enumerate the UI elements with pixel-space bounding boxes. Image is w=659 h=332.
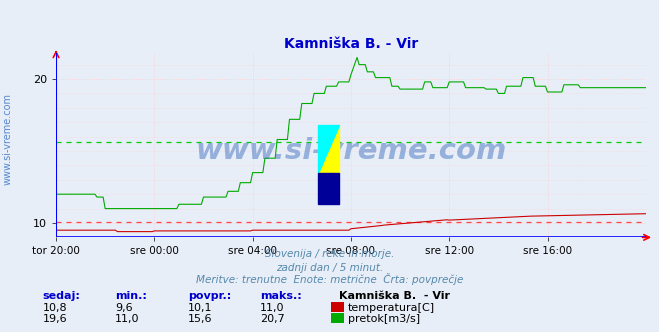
Text: pretok[m3/s]: pretok[m3/s]: [348, 314, 420, 324]
Text: 10,8: 10,8: [43, 303, 67, 313]
Text: temperatura[C]: temperatura[C]: [348, 303, 435, 313]
Text: 19,6: 19,6: [43, 314, 67, 324]
Text: 11,0: 11,0: [260, 303, 285, 313]
Text: 15,6: 15,6: [188, 314, 212, 324]
Text: www.si-vreme.com: www.si-vreme.com: [3, 93, 13, 186]
Polygon shape: [318, 125, 339, 173]
Text: Kamniška B.  - Vir: Kamniška B. - Vir: [339, 291, 450, 301]
Text: sedaj:: sedaj:: [43, 291, 80, 301]
Polygon shape: [318, 125, 339, 173]
Text: min.:: min.:: [115, 291, 147, 301]
Text: 20,7: 20,7: [260, 314, 285, 324]
Text: Slovenija / reke in morje.: Slovenija / reke in morje.: [265, 249, 394, 259]
Text: zadnji dan / 5 minut.: zadnji dan / 5 minut.: [276, 263, 383, 273]
Text: maks.:: maks.:: [260, 291, 302, 301]
Text: 9,6: 9,6: [115, 303, 133, 313]
Text: 10,1: 10,1: [188, 303, 212, 313]
Bar: [318, 173, 339, 204]
Title: Kamniška B. - Vir: Kamniška B. - Vir: [284, 37, 418, 50]
Text: povpr.:: povpr.:: [188, 291, 231, 301]
Text: Meritve: trenutne  Enote: metrične  Črta: povprečje: Meritve: trenutne Enote: metrične Črta: …: [196, 273, 463, 285]
Text: 11,0: 11,0: [115, 314, 140, 324]
Text: www.si-vreme.com: www.si-vreme.com: [195, 137, 507, 165]
